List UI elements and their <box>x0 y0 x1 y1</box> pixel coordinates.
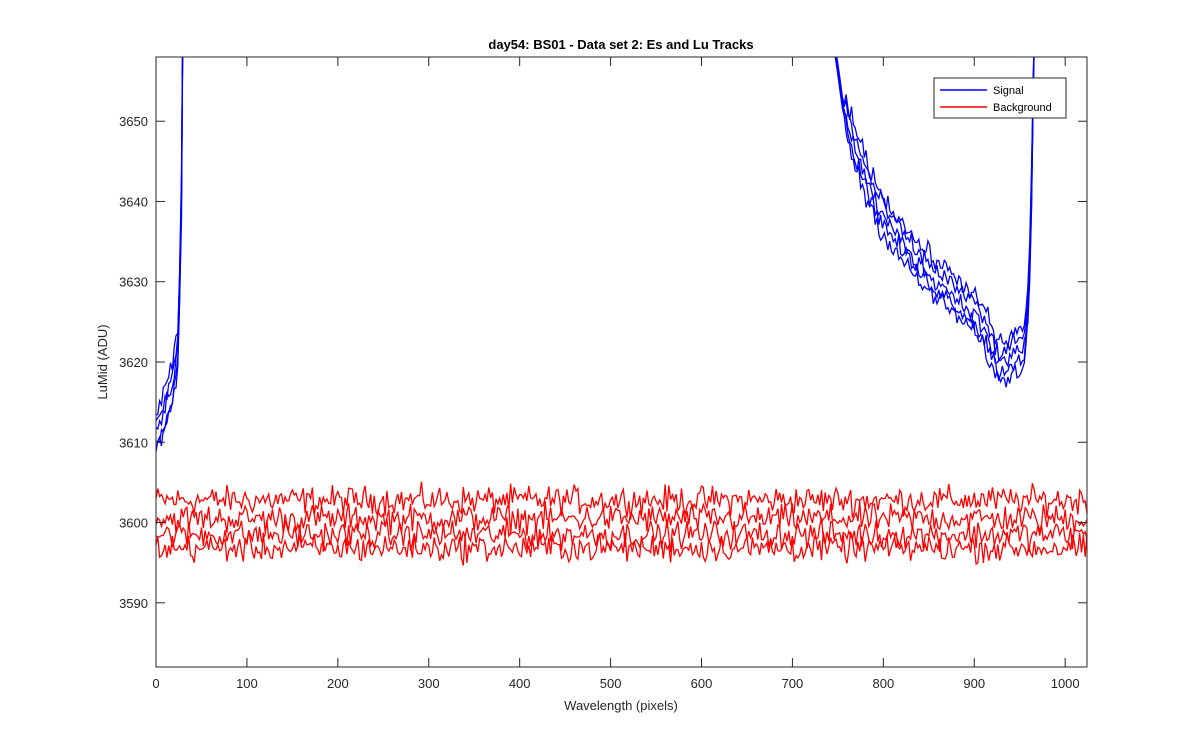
background-trace-2 <box>156 500 1087 536</box>
axis-ticks: 0 100 200 300 400 500 600 700 800 900 1000 3590 3600… <box>119 57 1087 691</box>
signal-trace-5-right <box>836 57 1035 349</box>
background-trace-4 <box>156 531 1087 566</box>
x-axis-label: Wavelength (pixels) <box>564 698 678 713</box>
legend-box <box>933 77 1067 119</box>
signal-trace-5-left <box>156 57 184 416</box>
y-axis-label: LuMid (ADU) <box>95 324 110 399</box>
signal-trace-1-right <box>834 57 1035 388</box>
x-tick-label: 600 <box>691 676 713 691</box>
signal-trace-3-right <box>835 57 1035 368</box>
y-tick-label: 3600 <box>119 516 148 531</box>
y-tick-label: 3620 <box>119 355 148 370</box>
plot-area <box>156 57 1087 667</box>
x-tick-label: 400 <box>509 676 531 691</box>
y-tick-label: 3650 <box>119 114 148 129</box>
background-trace-3 <box>156 517 1087 553</box>
y-tick-label: 3640 <box>119 194 148 209</box>
chart-title: day54: BS01 - Data set 2: Es and Lu Trac… <box>488 37 753 52</box>
x-tick-label: 700 <box>782 676 804 691</box>
series-layer <box>156 57 1087 566</box>
background-trace-1 <box>156 481 1087 520</box>
x-tick-label: 200 <box>327 676 349 691</box>
x-tick-label: 500 <box>600 676 622 691</box>
y-tick-label: 3610 <box>119 435 148 450</box>
x-tick-label: 1000 <box>1051 676 1080 691</box>
x-tick-label: 0 <box>152 676 159 691</box>
x-tick-label: 900 <box>963 676 985 691</box>
legend-signal-label: Signal <box>993 85 1024 97</box>
signal-trace-4-right <box>835 57 1035 363</box>
y-tick-label: 3630 <box>119 275 148 290</box>
legend: Signal Background <box>933 77 1067 119</box>
y-tick-label: 3590 <box>119 596 148 611</box>
x-tick-label: 300 <box>418 676 440 691</box>
x-tick-label: 800 <box>872 676 894 691</box>
legend-background-label: Background <box>993 102 1052 114</box>
x-tick-label: 100 <box>236 676 258 691</box>
signal-trace-2-right <box>834 57 1035 383</box>
